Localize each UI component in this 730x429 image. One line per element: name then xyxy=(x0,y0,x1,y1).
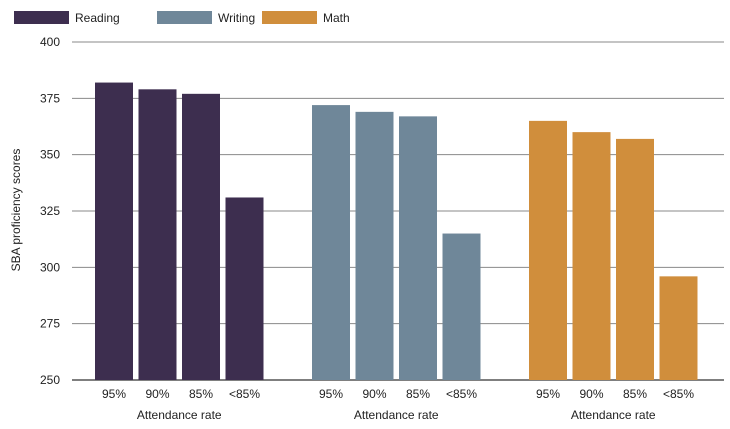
bar-math-3 xyxy=(659,276,698,380)
bar-writing-0 xyxy=(312,105,350,381)
bar-reading-1 xyxy=(138,89,177,380)
legend-label: Reading xyxy=(75,11,120,25)
legend-item-reading: Reading xyxy=(14,11,120,25)
x-tick-label: 85% xyxy=(406,387,430,401)
bar-math-2 xyxy=(616,138,654,380)
legend: Reading Writing Math xyxy=(14,11,350,25)
series-math xyxy=(529,120,698,380)
x-tick-label: 90% xyxy=(579,387,603,401)
series-writing xyxy=(312,105,481,381)
x-tick-label: 95% xyxy=(536,387,560,401)
bar-writing-2 xyxy=(399,116,437,381)
bar-writing-3 xyxy=(442,233,481,380)
x-tick-label: 90% xyxy=(145,387,169,401)
y-tick-label: 250 xyxy=(40,373,60,387)
bar-reading-0 xyxy=(95,82,133,380)
legend-swatch xyxy=(157,11,212,24)
gridlines xyxy=(72,41,724,381)
x-axis-tick-labels: 95% 90% 85% <85% 95% 90% 85% <85% 95% 90% 85% <85% xyxy=(102,387,694,401)
bar-math-0 xyxy=(529,120,567,380)
legend-label: Math xyxy=(323,11,350,25)
x-axis-label: Attendance rate xyxy=(571,408,656,422)
x-tick-label: 95% xyxy=(102,387,126,401)
bars xyxy=(95,82,698,381)
legend-swatch xyxy=(262,11,317,24)
x-tick-label: 85% xyxy=(189,387,213,401)
y-axis-tick-labels: 250 275 300 325 350 375 400 xyxy=(40,35,60,387)
bar-math-1 xyxy=(572,132,611,380)
series-reading xyxy=(95,82,264,381)
y-tick-label: 400 xyxy=(40,35,60,49)
bar-reading-3 xyxy=(225,197,264,380)
y-axis-label: SBA proficiency scores xyxy=(9,149,23,272)
x-tick-label: 85% xyxy=(623,387,647,401)
x-tick-label: <85% xyxy=(229,387,260,401)
x-tick-label: <85% xyxy=(663,387,694,401)
y-tick-label: 300 xyxy=(40,260,60,274)
legend-item-math: Math xyxy=(262,11,350,25)
x-tick-label: 95% xyxy=(319,387,343,401)
legend-label: Writing xyxy=(218,11,255,25)
legend-swatch xyxy=(14,11,69,24)
y-tick-label: 375 xyxy=(40,91,60,105)
y-tick-label: 350 xyxy=(40,148,60,162)
y-tick-label: 325 xyxy=(40,204,60,218)
x-axis-label: Attendance rate xyxy=(354,408,439,422)
x-axis-labels: Attendance rate Attendance rate Attendance… xyxy=(137,408,656,422)
x-axis-label: Attendance rate xyxy=(137,408,222,422)
bar-reading-2 xyxy=(182,93,220,381)
y-tick-label: 275 xyxy=(40,317,60,331)
legend-item-writing: Writing xyxy=(157,11,255,25)
x-tick-label: <85% xyxy=(446,387,477,401)
bar-writing-1 xyxy=(355,111,394,380)
x-tick-label: 90% xyxy=(362,387,386,401)
